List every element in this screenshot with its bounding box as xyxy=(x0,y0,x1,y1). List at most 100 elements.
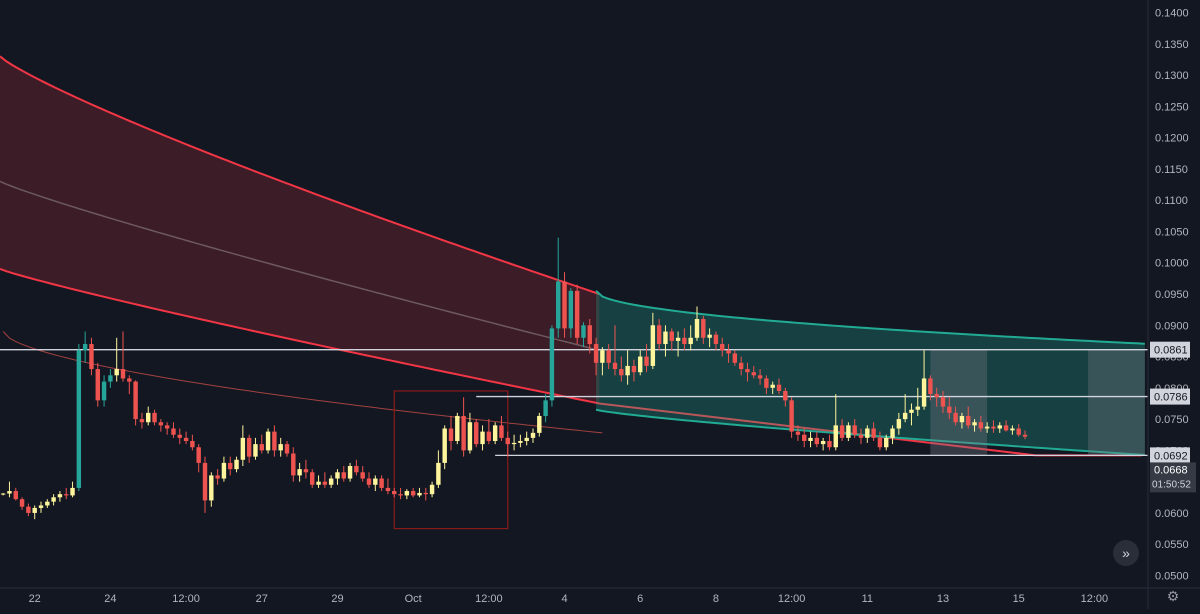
candle-body xyxy=(486,431,492,441)
candle-body xyxy=(272,431,277,451)
candle-body xyxy=(177,434,182,438)
candle-body xyxy=(1010,428,1015,431)
candle-body xyxy=(82,344,88,351)
candle-body xyxy=(70,487,75,496)
candle-body xyxy=(776,384,782,391)
candle-body xyxy=(600,350,605,363)
candle-body xyxy=(682,337,687,345)
red-band-lower-line xyxy=(0,268,1142,457)
scroll-to-realtime-button[interactable]: » xyxy=(1113,540,1139,566)
candle-body xyxy=(549,328,555,401)
candle-body xyxy=(429,484,435,495)
candle-body xyxy=(322,481,328,485)
candle-body xyxy=(474,422,479,445)
candle-body xyxy=(751,372,756,376)
candle-body xyxy=(492,425,498,441)
candle-body xyxy=(593,344,599,363)
current-price-tag xyxy=(1150,462,1196,493)
candle-body xyxy=(537,415,542,433)
candle-body xyxy=(745,369,750,373)
settings-button[interactable]: ⚙ xyxy=(1165,588,1181,604)
candle-body xyxy=(802,434,807,441)
x-tick-label: 15 xyxy=(1013,593,1025,605)
candle-body xyxy=(587,325,592,345)
y-tick-label: 0.0600 xyxy=(1155,508,1189,520)
anchored-vwap-line xyxy=(2,331,603,434)
gear-icon: ⚙ xyxy=(1166,587,1180,604)
x-tick-label: 22 xyxy=(29,593,41,605)
x-tick-label: 13 xyxy=(937,593,949,605)
y-tick-label: 0.1300 xyxy=(1155,70,1189,82)
candle-body xyxy=(890,428,895,438)
candle-body xyxy=(524,437,529,441)
candle-body xyxy=(984,426,990,429)
candle-body xyxy=(45,501,50,506)
candle-body xyxy=(921,378,927,407)
candle-body xyxy=(568,290,574,329)
y-tick-label: 0.1400 xyxy=(1155,8,1189,20)
y-tick-label: 0.0500 xyxy=(1155,570,1189,582)
candle-body xyxy=(625,365,630,376)
red-band-upper-line xyxy=(0,55,600,295)
candle-body xyxy=(619,369,624,376)
candle-body xyxy=(694,319,700,338)
x-tick-label: 4 xyxy=(561,593,567,605)
y-tick-label: 0.0550 xyxy=(1155,539,1189,551)
y-tick-label: 0.1250 xyxy=(1155,101,1189,113)
red-band-mid-line xyxy=(0,180,600,352)
candle-body xyxy=(448,428,454,441)
candle-body xyxy=(95,369,100,401)
candle-body xyxy=(612,362,618,370)
candle-body xyxy=(499,425,504,438)
candle-body xyxy=(158,422,164,426)
y-tick-label: 0.1000 xyxy=(1155,258,1189,270)
candle-body xyxy=(997,425,1002,429)
candle-body xyxy=(341,472,346,479)
candle-body xyxy=(707,334,712,338)
candle-body xyxy=(669,331,674,341)
green-band-fill xyxy=(596,290,1145,455)
candle-body xyxy=(530,432,536,438)
candle-body xyxy=(127,378,132,382)
candle-body xyxy=(978,422,984,429)
x-tick-label: 11 xyxy=(862,593,873,605)
candle-body xyxy=(738,362,744,370)
candle-body xyxy=(511,442,517,445)
range-highlight-box xyxy=(930,349,988,456)
candle-body xyxy=(228,462,233,470)
candle-body xyxy=(196,447,201,463)
candle-body xyxy=(7,491,12,494)
candle-body xyxy=(114,369,119,376)
current-price-label: 0.0668 xyxy=(1154,464,1188,476)
candle-body xyxy=(732,353,738,363)
x-tick-label: 12:00 xyxy=(172,593,200,605)
candle-body xyxy=(726,350,731,354)
y-tick-label: 0.1350 xyxy=(1155,39,1189,51)
double-chevron-right-icon: » xyxy=(1122,545,1130,561)
candle-body xyxy=(902,412,908,420)
candle-body xyxy=(814,437,820,445)
candle-body xyxy=(966,415,971,426)
candle-body xyxy=(631,365,637,373)
level-price-tag xyxy=(1150,341,1190,358)
candle-body xyxy=(606,350,611,363)
candle-body xyxy=(417,492,422,496)
level-price-tag xyxy=(1150,388,1190,405)
consolidation-box xyxy=(393,390,509,530)
candle-body xyxy=(871,428,876,438)
candle-body xyxy=(57,494,63,498)
candle-body xyxy=(543,400,548,416)
candle-body xyxy=(839,425,845,438)
y-tick-label: 0.0900 xyxy=(1155,320,1189,332)
candle-body xyxy=(240,437,246,460)
candle-body xyxy=(827,441,832,448)
candle-body xyxy=(171,428,176,435)
candle-body xyxy=(354,466,359,473)
candle-body xyxy=(789,400,794,432)
level-price-label: 0.0861 xyxy=(1154,345,1188,357)
candle-body xyxy=(89,344,94,370)
candle-body xyxy=(518,441,523,443)
candle-body xyxy=(146,412,151,423)
